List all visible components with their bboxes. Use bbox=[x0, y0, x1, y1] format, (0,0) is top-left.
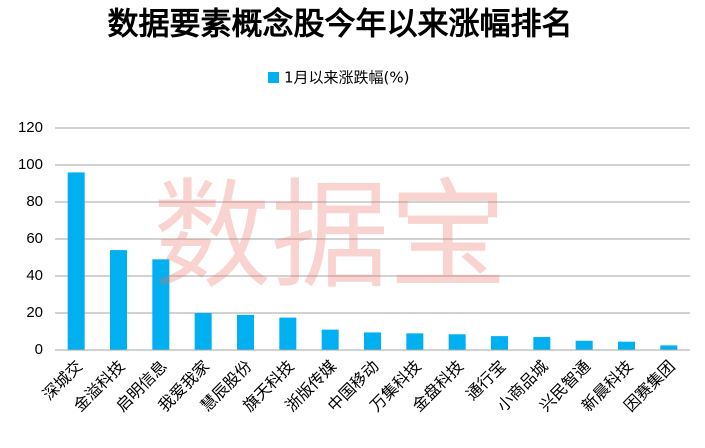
y-tick-label: 20 bbox=[26, 304, 43, 321]
y-tick-label: 80 bbox=[26, 193, 43, 210]
bar bbox=[110, 250, 127, 350]
bar bbox=[279, 317, 297, 350]
bar bbox=[364, 332, 381, 350]
y-tick-label: 0 bbox=[35, 341, 43, 358]
bar bbox=[533, 337, 551, 350]
bar bbox=[237, 314, 254, 350]
bar bbox=[575, 340, 593, 350]
chart-title: 数据要素概念股今年以来涨幅排名 bbox=[108, 7, 573, 43]
bar bbox=[406, 333, 424, 350]
y-tick-label: 120 bbox=[18, 119, 43, 136]
bar bbox=[448, 334, 466, 350]
y-tick-label: 40 bbox=[26, 267, 43, 284]
watermark: 数据宝 bbox=[153, 167, 507, 305]
bar bbox=[321, 329, 339, 350]
y-tick-label: 100 bbox=[18, 156, 43, 173]
bar bbox=[491, 336, 508, 350]
bar bbox=[152, 259, 170, 350]
bar bbox=[67, 172, 85, 350]
bar bbox=[660, 345, 678, 350]
legend-label: 1月以来涨跌幅(%) bbox=[284, 69, 410, 87]
bar bbox=[618, 341, 635, 350]
y-tick-label: 60 bbox=[26, 230, 43, 247]
legend-swatch bbox=[268, 72, 279, 83]
bar bbox=[194, 313, 212, 350]
